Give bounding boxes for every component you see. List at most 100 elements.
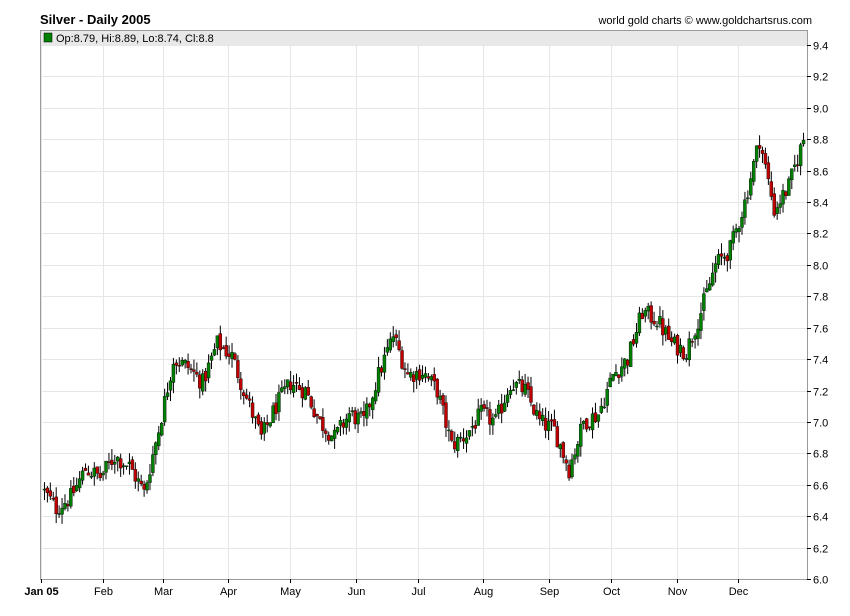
- candle-body: [444, 402, 448, 428]
- candle-body: [218, 333, 223, 351]
- candle-body: [784, 191, 788, 196]
- chart-source-credit[interactable]: world gold charts © www.goldchartsrus.co…: [598, 15, 812, 27]
- candle-body: [772, 193, 776, 216]
- candle-body: [722, 256, 727, 259]
- y-tick-label: 7.2: [813, 387, 828, 399]
- candle-body: [737, 228, 741, 232]
- candle-body: [734, 228, 738, 233]
- candle-body: [760, 149, 765, 154]
- candle-body: [136, 478, 140, 482]
- candle-body: [558, 444, 562, 449]
- candle-body: [318, 416, 322, 419]
- candle-body: [634, 332, 639, 344]
- candle-body: [582, 421, 586, 424]
- candles: [42, 132, 806, 524]
- candle-body: [611, 373, 615, 381]
- candle-body: [690, 341, 694, 343]
- candle-body: [171, 364, 176, 383]
- candle-body: [277, 392, 281, 413]
- candle-body: [766, 162, 771, 180]
- candle-body: [561, 442, 565, 458]
- legend-ohlc-text: Op:8.79, Hi:8.89, Lo:8.74, Cl:8.8: [56, 33, 214, 45]
- candle-body: [790, 168, 794, 181]
- candle-body: [605, 389, 609, 406]
- candle-body: [406, 372, 410, 375]
- candle-body: [546, 420, 551, 432]
- candle-body: [236, 360, 240, 378]
- candle-body: [353, 410, 357, 425]
- candle-body: [271, 405, 275, 424]
- y-tick-label: 7.6: [813, 324, 828, 336]
- candle-body: [640, 313, 645, 319]
- candle-body: [365, 403, 369, 419]
- candle-body: [262, 422, 266, 434]
- candle-body: [118, 458, 123, 469]
- candle-body: [749, 178, 753, 196]
- candle-body: [549, 419, 554, 422]
- y-tick-label: 6.6: [813, 481, 828, 493]
- candle-body: [89, 476, 94, 478]
- x-tick-label: Sep: [540, 586, 560, 598]
- candle-body: [655, 325, 659, 328]
- candle-body: [239, 378, 243, 390]
- candle-body: [77, 478, 82, 489]
- candle-body: [687, 338, 691, 361]
- candle-body: [51, 497, 55, 500]
- candle-body: [397, 340, 401, 350]
- candle-body: [438, 395, 442, 400]
- candle-body: [643, 310, 647, 317]
- candle-body: [482, 404, 486, 409]
- candle-body: [224, 345, 228, 357]
- candle-body: [479, 405, 483, 412]
- candle-body: [781, 190, 785, 205]
- candle-body: [177, 364, 181, 367]
- y-tick-label: 8.2: [813, 229, 828, 241]
- candle-body: [763, 153, 768, 165]
- candle-body: [227, 353, 231, 357]
- candle-body: [201, 373, 205, 392]
- candle-body: [130, 459, 135, 470]
- candle-body: [294, 382, 299, 384]
- candle-body: [620, 366, 624, 377]
- candle-body: [602, 406, 606, 409]
- candle-body: [754, 145, 759, 162]
- candle-body: [268, 422, 272, 427]
- x-tick-label: Aug: [474, 586, 494, 598]
- candle-body: [614, 372, 618, 377]
- candle-body: [517, 378, 521, 381]
- candle-body: [667, 325, 671, 340]
- candle-body: [159, 423, 164, 436]
- candle-body: [412, 374, 416, 382]
- candle-body: [728, 240, 732, 261]
- candle-body: [116, 456, 120, 462]
- candle-body: [57, 513, 61, 515]
- candle-body: [532, 404, 536, 415]
- candle-body: [672, 336, 677, 344]
- candle-body: [230, 351, 234, 359]
- candle-body: [423, 373, 428, 378]
- candle-body: [256, 414, 261, 425]
- grid-lines: [41, 45, 807, 580]
- candle-body: [242, 392, 246, 397]
- chart-title: Silver - Daily 2005: [40, 12, 151, 27]
- candle-body: [631, 339, 636, 345]
- candle-body: [752, 161, 756, 182]
- candle-body: [702, 293, 706, 311]
- candle-body: [198, 374, 202, 389]
- candle-body: [368, 403, 372, 408]
- candle-body: [54, 496, 58, 515]
- candle-body: [154, 442, 158, 455]
- candle-body: [212, 349, 217, 356]
- candle-body: [259, 421, 264, 435]
- candle-body: [265, 422, 269, 425]
- candle-body: [327, 434, 331, 441]
- y-tick-label: 9.0: [813, 104, 828, 116]
- candle-body: [286, 379, 290, 387]
- y-tick-label: 6.8: [813, 449, 828, 461]
- candle-body: [274, 402, 278, 414]
- x-tick-label: Dec: [729, 586, 749, 598]
- candle-body: [499, 403, 504, 414]
- candle-body: [573, 454, 577, 460]
- candle-body: [453, 441, 457, 450]
- candle-body: [491, 417, 495, 426]
